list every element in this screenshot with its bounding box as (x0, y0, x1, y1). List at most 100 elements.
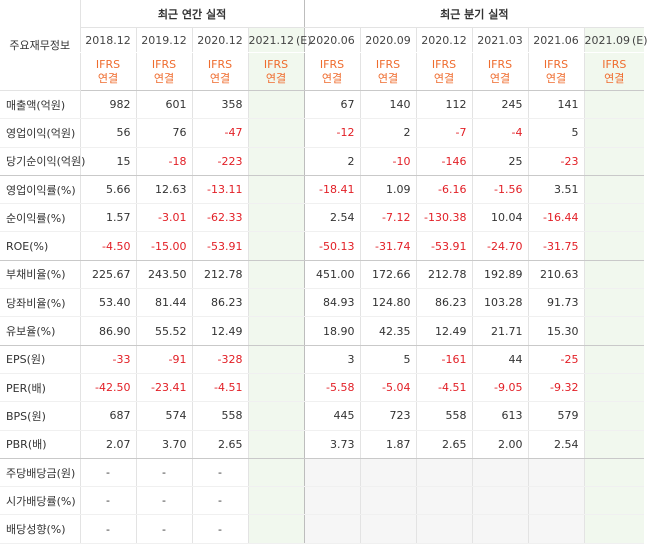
period-header-quarter-3: 2021.03 (471, 27, 529, 53)
value-cell: -5.04 (359, 373, 417, 403)
value-cell (583, 203, 645, 233)
value-cell: 140 (359, 90, 417, 120)
value-cell (359, 458, 417, 488)
value-cell: -47 (191, 118, 248, 148)
value-cell: 42.35 (359, 316, 417, 346)
value-cell: - (191, 514, 248, 544)
row-label: PER(배) (0, 373, 80, 403)
ifrs-line1: IFRS (151, 57, 177, 71)
ifrs-line2: 연결 (265, 71, 287, 85)
ifrs-line1: IFRS (375, 57, 401, 71)
value-cell: - (191, 486, 248, 516)
row-header-label: 주요재무정보 (0, 0, 80, 91)
value-cell: 3.51 (527, 175, 585, 205)
value-cell: 558 (191, 401, 248, 431)
ifrs-label: IFRS 연결 (359, 52, 417, 91)
value-cell: 3.73 (303, 430, 361, 459)
value-cell (247, 373, 305, 403)
value-cell (247, 458, 305, 488)
value-cell: 12.49 (415, 316, 473, 346)
value-cell (583, 90, 645, 120)
value-cell: -10 (359, 147, 417, 176)
value-cell: 76 (135, 118, 192, 148)
annual-group-header: 최근 연간 실적 (79, 0, 305, 28)
ifrs-line1: IFRS (319, 57, 345, 71)
value-cell: 141 (527, 90, 585, 120)
value-cell: -328 (191, 345, 248, 374)
row-label: PBR(배) (0, 430, 80, 459)
value-cell (527, 458, 585, 488)
value-cell: 10.04 (471, 203, 529, 233)
period-date: 2020.12 (197, 33, 243, 47)
value-cell (527, 514, 585, 544)
value-cell: - (191, 458, 248, 488)
value-cell: 601 (135, 90, 192, 120)
value-cell: -91 (135, 345, 192, 374)
period-date: 2018.12 (85, 33, 131, 47)
ifrs-line2: 연결 (545, 71, 567, 85)
value-cell (303, 514, 361, 544)
row-label: 부채비율(%) (0, 260, 80, 290)
value-cell (415, 458, 473, 488)
row-label: 유보율(%) (0, 316, 80, 346)
value-cell: 5.66 (79, 175, 136, 205)
value-cell (247, 260, 305, 290)
estimate-mark: (E) (296, 33, 312, 47)
table-row: 배당성향(%) - - - (0, 514, 645, 544)
ifrs-line2: 연결 (433, 71, 455, 85)
row-label: 영업이익률(%) (0, 175, 80, 205)
value-cell (527, 486, 585, 516)
value-cell: 2.00 (471, 430, 529, 459)
value-cell (247, 316, 305, 346)
value-cell: 3 (303, 345, 361, 374)
value-cell: - (135, 486, 192, 516)
value-cell: 2.65 (191, 430, 248, 459)
value-cell: 2.07 (79, 430, 136, 459)
row-label: 당기순이익(억원) (0, 147, 85, 176)
value-cell: -16.44 (527, 203, 585, 233)
period-header-quarter-5: 2021.09 (E) (583, 27, 647, 53)
value-cell (583, 430, 645, 459)
value-cell: 56 (79, 118, 136, 148)
value-cell: 5 (359, 345, 417, 374)
period-header-quarter-1: 2020.09 (359, 27, 417, 53)
value-cell: - (79, 486, 136, 516)
period-header-quarter-0: 2020.06 (303, 27, 361, 53)
value-cell: 172.66 (359, 260, 417, 290)
value-cell: 124.80 (359, 288, 417, 318)
value-cell (247, 486, 305, 516)
value-cell: - (135, 514, 192, 544)
value-cell: -4.51 (415, 373, 473, 403)
period-date: 2021.12 (248, 33, 295, 47)
value-cell: 579 (527, 401, 585, 431)
value-cell: 86.23 (191, 288, 248, 318)
value-cell: -18 (135, 147, 192, 176)
ifrs-line2: 연결 (209, 71, 231, 85)
ifrs-label: IFRS 연결 (415, 52, 473, 91)
table-row: 시가배당률(%) - - - (0, 486, 645, 516)
value-cell: 445 (303, 401, 361, 431)
value-cell: 12.63 (135, 175, 192, 205)
row-label: 배당성향(%) (0, 514, 80, 544)
value-cell: -4.50 (79, 231, 136, 261)
value-cell: -23.41 (135, 373, 192, 403)
value-cell (583, 118, 645, 148)
value-cell: -9.05 (471, 373, 529, 403)
value-cell: 2 (303, 147, 361, 176)
ifrs-line2: 연결 (489, 71, 511, 85)
period-header-annual-2: 2020.12 (191, 27, 248, 53)
value-cell: 687 (79, 401, 136, 431)
value-cell: -161 (415, 345, 473, 374)
ifrs-label: IFRS 연결 (79, 52, 136, 91)
value-cell: 103.28 (471, 288, 529, 318)
value-cell (583, 231, 645, 261)
value-cell: -130.38 (415, 203, 473, 233)
value-cell: 91.73 (527, 288, 585, 318)
value-cell: 15 (79, 147, 136, 176)
value-cell: -42.50 (79, 373, 136, 403)
value-cell: 192.89 (471, 260, 529, 290)
value-cell: 243.50 (135, 260, 192, 290)
value-cell: -24.70 (471, 231, 529, 261)
value-cell: 86.90 (79, 316, 136, 346)
value-cell: 212.78 (415, 260, 473, 290)
